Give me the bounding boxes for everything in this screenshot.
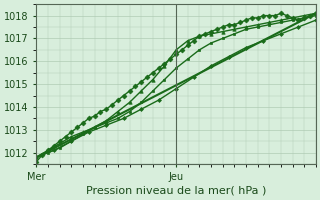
X-axis label: Pression niveau de la mer( hPa ): Pression niveau de la mer( hPa ) <box>86 186 266 196</box>
